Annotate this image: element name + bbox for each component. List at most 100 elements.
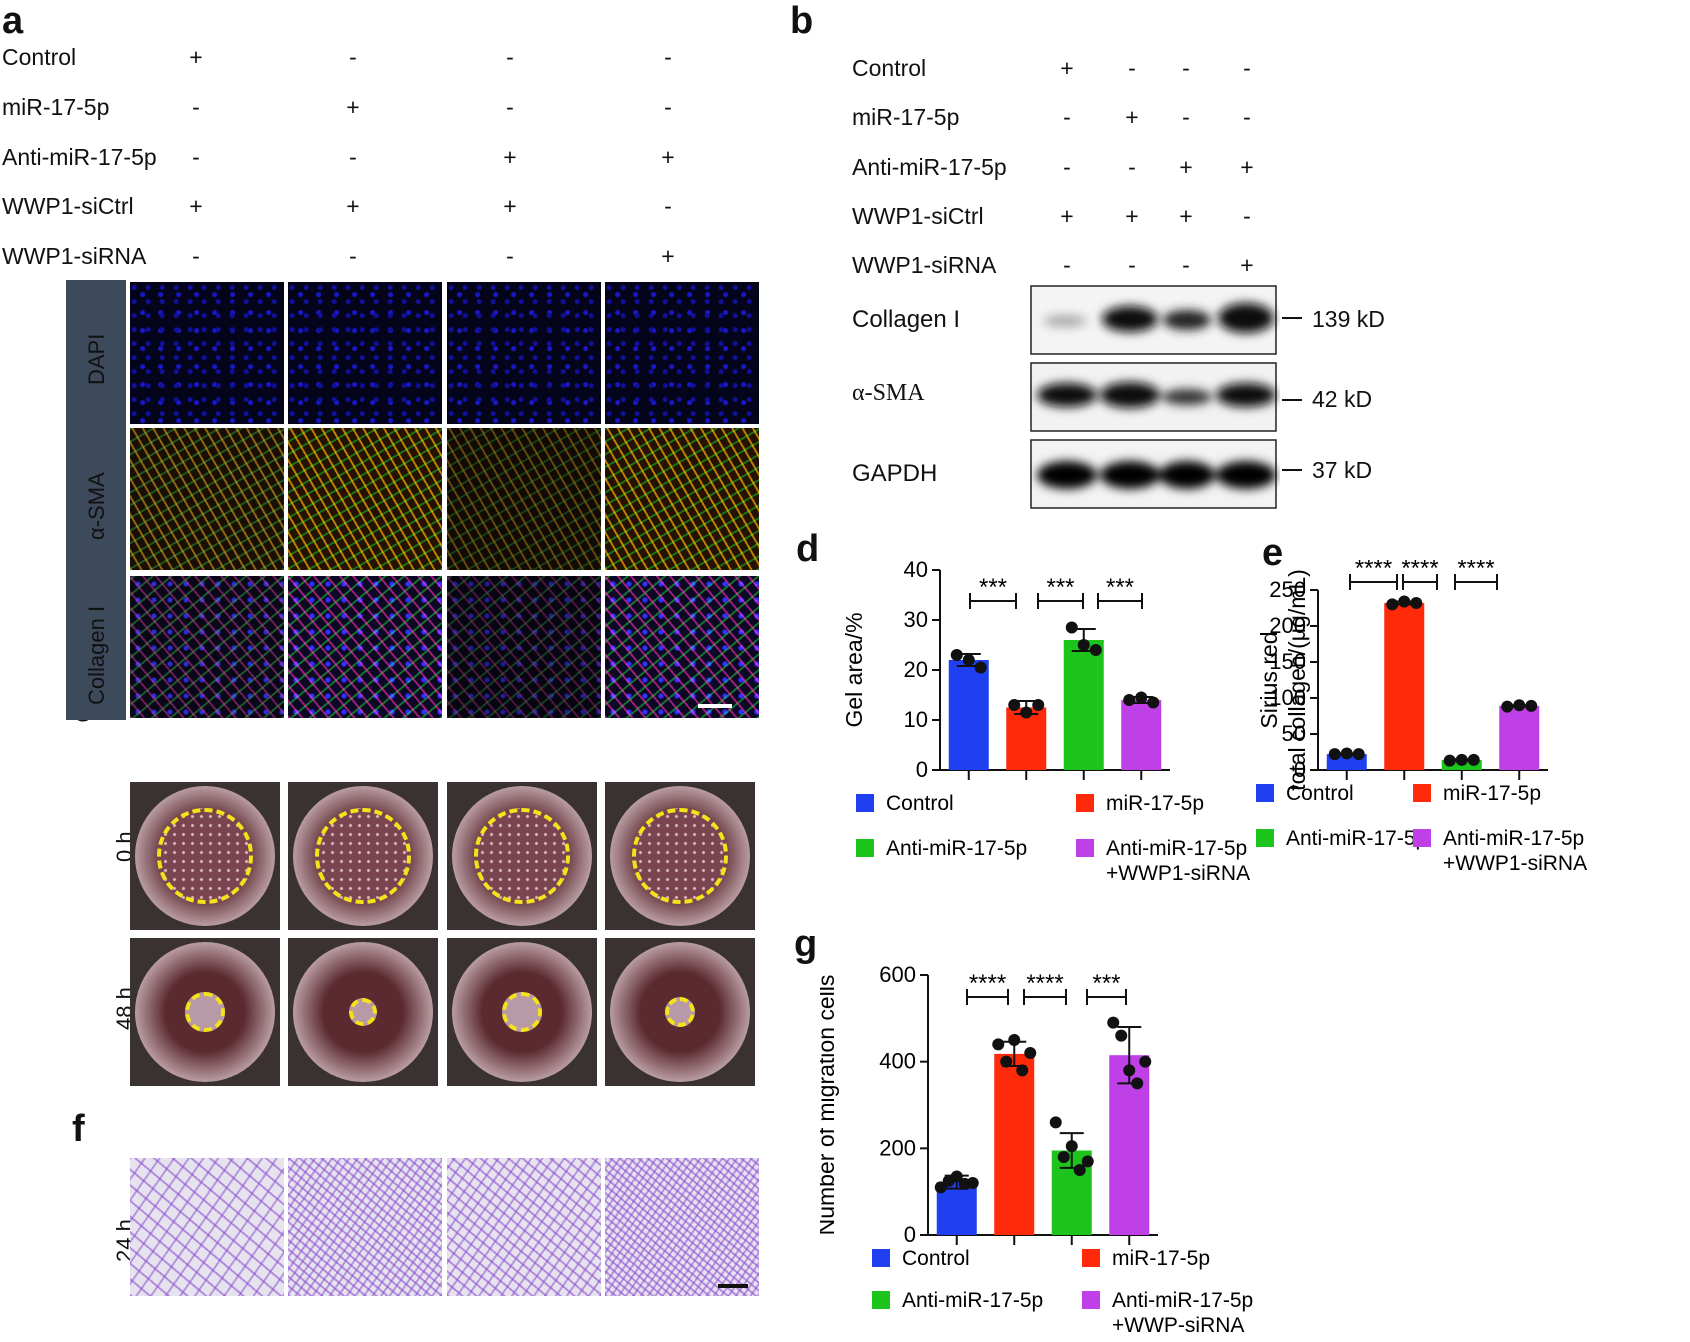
- cond-b-label: WWP1-siRNA: [852, 252, 997, 278]
- legend-label-2: Anti-miR-17-5p: [1286, 827, 1427, 850]
- legend-swatch-3: [1076, 839, 1094, 857]
- gel-contour: [349, 998, 377, 1026]
- cond-b-sign: +: [1060, 203, 1074, 229]
- legend-swatch-3: [1413, 829, 1431, 847]
- legend-label-1: miR-17-5p: [1443, 782, 1541, 805]
- panel-f-label: f: [72, 1108, 85, 1150]
- cond-a-sign: -: [664, 193, 672, 219]
- legend-label-1: miR-17-5p: [1112, 1247, 1210, 1270]
- legend-label-3: Anti-miR-17-5p: [1106, 837, 1247, 860]
- gel-contour: [502, 992, 542, 1032]
- data-point: [1115, 1029, 1128, 1042]
- legend-label-4: +WWP1-siRNA: [1443, 852, 1587, 875]
- legend-label-1: miR-17-5p: [1106, 792, 1204, 815]
- panel-e-label: e: [1262, 532, 1284, 574]
- y-axis-label: Sirius red: [1256, 631, 1282, 728]
- data-point: [974, 661, 987, 674]
- data-point: [1049, 1116, 1062, 1129]
- y-axis-label: Number of migration cells: [820, 975, 839, 1236]
- legend-label-2: Anti-miR-17-5p: [886, 837, 1027, 860]
- sig-label: ****: [1355, 560, 1392, 582]
- y-axis-label: Gel area/%: [841, 612, 867, 727]
- cond-a-sign: +: [661, 144, 675, 170]
- if-image-r1-c2: [447, 428, 601, 570]
- gel-contour: [185, 992, 225, 1032]
- stain-label-bar: [66, 280, 126, 720]
- stain-label-collagen: Collagen I: [84, 605, 109, 705]
- cond-a-label: WWP1-siRNA: [2, 243, 147, 269]
- if-image-r2-c1: [288, 576, 442, 718]
- blot-size-37: 37 kD: [1312, 457, 1373, 483]
- legend-swatch-1: [1076, 794, 1094, 812]
- legend-label-0: Control: [886, 792, 954, 815]
- cond-a-sign: -: [349, 144, 357, 170]
- gel-contour: [664, 996, 696, 1028]
- if-image-r1-c0: [130, 428, 284, 570]
- gel-photo-r1-c0: [130, 938, 280, 1086]
- gel-contour: [632, 808, 728, 904]
- cond-a-sign: +: [503, 193, 517, 219]
- legend-swatch-1: [1413, 784, 1431, 802]
- gel-photo-r0-c1: [288, 782, 438, 930]
- legend-swatch-3: [1082, 1291, 1100, 1309]
- gel-contour: [157, 808, 253, 904]
- data-point: [1008, 1034, 1021, 1046]
- data-point: [1000, 1055, 1013, 1068]
- cond-a-sign: -: [192, 94, 200, 120]
- sig-label: ***: [1046, 574, 1074, 601]
- legend-swatch-0: [856, 794, 874, 812]
- cond-b-sign: -: [1063, 252, 1071, 278]
- sig-label: ****: [1026, 970, 1063, 997]
- stain-label-dapi: DAPI: [84, 333, 109, 385]
- y-tick-label: 40: [904, 557, 928, 582]
- cond-b-sign: -: [1128, 154, 1136, 180]
- cond-b-label: WWP1-siCtrl: [852, 203, 984, 229]
- cond-b-sign: -: [1063, 104, 1071, 130]
- cond-b-sign: -: [1128, 252, 1136, 278]
- cond-b-sign: +: [1125, 203, 1139, 229]
- bar-1: [994, 1053, 1035, 1235]
- gel-photo-r1-c3: [605, 938, 755, 1086]
- data-point: [1008, 699, 1021, 711]
- cond-a-sign: -: [506, 94, 514, 120]
- gel-contour: [315, 808, 411, 904]
- cond-a-sign: +: [346, 94, 360, 120]
- cond-a-sign: -: [664, 44, 672, 70]
- scale-bar: [718, 1284, 748, 1288]
- legend-label-3: Anti-miR-17-5p: [1112, 1289, 1253, 1312]
- stain-label-asma: α-SMA: [84, 472, 109, 540]
- cond-a-sign: -: [664, 94, 672, 120]
- data-point: [1135, 691, 1148, 704]
- gel-photo-r1-c1: [288, 938, 438, 1086]
- migration-image-c2: [447, 1158, 601, 1296]
- y-tick-label: 0: [904, 1222, 916, 1247]
- gel-photo-r0-c3: [605, 782, 755, 930]
- legend-swatch-2: [856, 839, 874, 857]
- data-point: [1024, 1047, 1037, 1059]
- migration-image-c0: [130, 1158, 284, 1296]
- cond-b-sign: +: [1179, 203, 1193, 229]
- cond-a-sign: +: [189, 44, 203, 70]
- if-image-r2-c3: [605, 576, 759, 718]
- cond-b-sign: -: [1243, 104, 1251, 130]
- gel-contour: [474, 808, 570, 904]
- blot-label-collagen: Collagen I: [852, 306, 961, 333]
- cond-b-sign: +: [1125, 104, 1139, 130]
- if-image-r2-c2: [447, 576, 601, 718]
- cond-a-sign: -: [192, 243, 200, 269]
- cond-a-sign: +: [189, 193, 203, 219]
- legend-swatch-1: [1082, 1249, 1100, 1267]
- cond-b-sign: -: [1182, 104, 1190, 130]
- data-point: [1065, 1140, 1078, 1153]
- gel-photo-r1-c2: [447, 938, 597, 1086]
- cond-a-label: miR-17-5p: [2, 94, 110, 120]
- y-axis-label: total collagen/(μg/mL): [1284, 569, 1310, 791]
- data-point: [934, 1181, 947, 1194]
- blot-label-asma: α-SMA: [852, 380, 925, 406]
- data-point: [1398, 595, 1411, 608]
- y-tick-label: 0: [916, 757, 928, 782]
- y-tick-label: 600: [879, 962, 916, 987]
- if-image-r1-c3: [605, 428, 759, 570]
- y-tick-label: 100: [1269, 685, 1306, 710]
